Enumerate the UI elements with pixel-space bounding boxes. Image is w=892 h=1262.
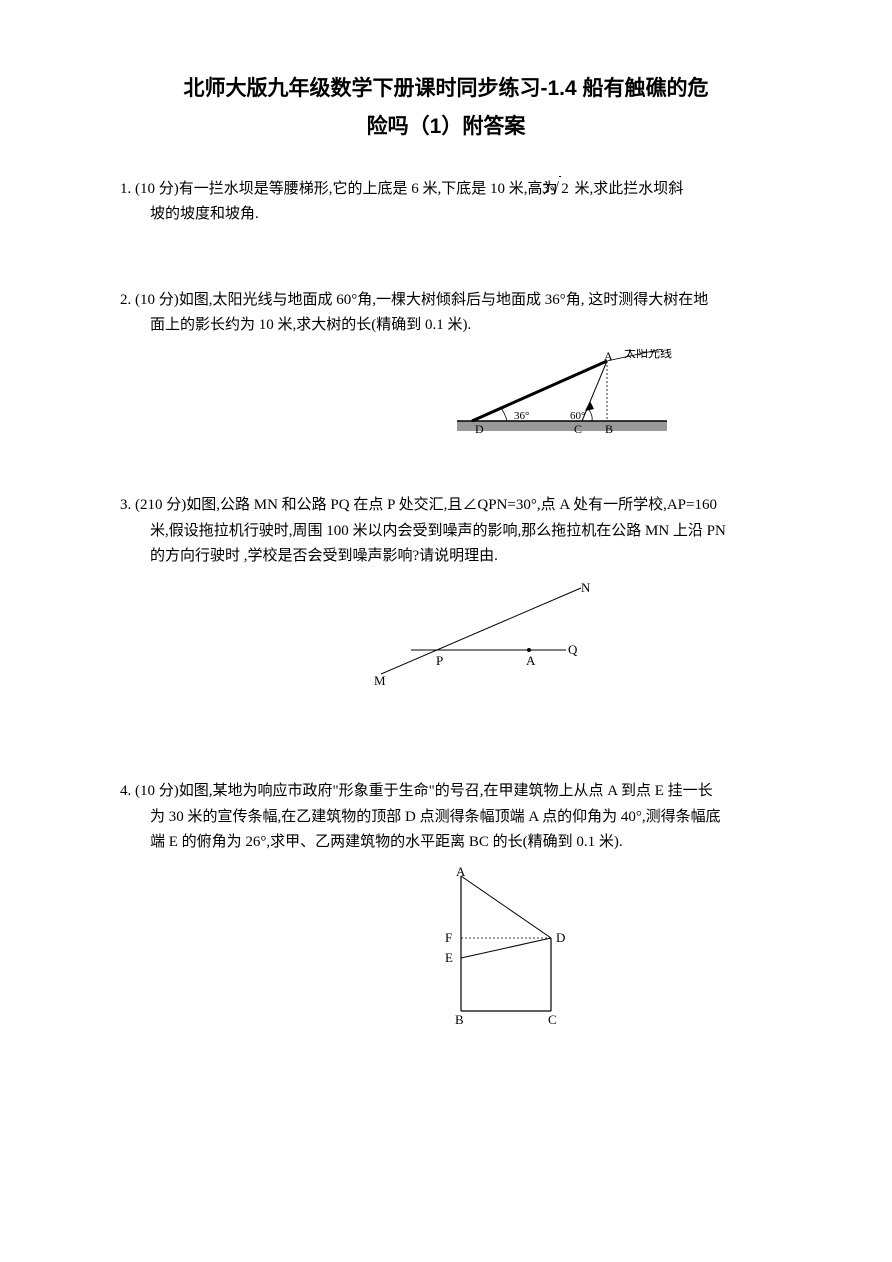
title-line2: 险吗（1）附答案 xyxy=(367,115,526,138)
ground-rect xyxy=(457,421,667,431)
point-A xyxy=(527,648,531,652)
p2-text: 如图,太阳光线与地面成 60°角,一棵大树倾斜后与地面成 36°角, 这时测得大… xyxy=(179,292,709,308)
label-Q: Q xyxy=(568,642,578,657)
angle-36: 36° xyxy=(514,410,529,422)
p3-cont1: 米,假设拖拉机行驶时,周围 100 米以内会受到噪声的影响,那么拖拉机在公路 M… xyxy=(150,523,726,539)
p4-text: 如图,某地为响应市政府"形象重于生命"的号召,在甲建筑物上从点 A 到点 E 挂… xyxy=(179,783,713,799)
label-M: M xyxy=(374,673,386,688)
label-A: A xyxy=(604,349,613,363)
sqrt-value: 3 xyxy=(559,176,561,203)
tree-line xyxy=(472,361,607,421)
label-C: C xyxy=(574,422,582,436)
figure-4: A F E B C D xyxy=(120,866,772,1036)
label-P: P xyxy=(436,653,443,668)
label-A: A xyxy=(456,866,466,879)
label-D: D xyxy=(556,930,565,945)
label-C: C xyxy=(548,1012,557,1026)
sun-label: 太阳光线 xyxy=(624,349,672,360)
figure-3: N M P A Q xyxy=(120,580,772,700)
problem-3: 3. (210 分)如图,公路 MN 和公路 PQ 在点 P 处交汇,且∠QPN… xyxy=(120,493,772,699)
p3-prefix: 3. (210 分) xyxy=(120,497,186,513)
label-D: D xyxy=(475,422,484,436)
label-B: B xyxy=(605,422,613,436)
label-A: A xyxy=(526,653,536,668)
p2-cont: 面上的影长约为 10 米,求大树的长(精确到 0.1 米). xyxy=(150,317,471,333)
title-line1: 北师大版九年级数学下册课时同步练习-1.4 船有触礁的危 xyxy=(183,77,708,100)
p4-cont2: 端 E 的俯角为 26°,求甲、乙两建筑物的水平距离 BC 的长(精确到 0.1… xyxy=(150,834,623,850)
p4-cont1: 为 30 米的宣传条幅,在乙建筑物的顶部 D 点测得条幅顶端 A 点的仰角为 4… xyxy=(150,809,721,825)
p3-cont2: 的方向行驶时 ,学校是否会受到噪声影响?请说明理由. xyxy=(150,548,498,564)
p2-prefix: 2. (10 分) xyxy=(120,292,179,308)
p1-text-after: 米,求此拦水坝斜 xyxy=(571,181,684,197)
p1-cont: 坡的坡度和坡角. xyxy=(150,206,259,222)
arrow-icon xyxy=(585,401,594,411)
label-B: B xyxy=(455,1012,464,1026)
problem-1: 1. (10 分)有一拦水坝是等腰梯形,它的上底是 6 米,下底是 10 米,高… xyxy=(120,176,772,228)
line-MN xyxy=(381,588,581,674)
p1-text: 有一拦水坝是等腰梯形,它的上底是 6 米,下底是 10 米,高为 2 xyxy=(179,181,569,197)
figure-2: 太阳光线 A 36° 60° D C B xyxy=(120,349,772,454)
label-N: N xyxy=(581,580,591,595)
sqrt-symbol: √3 xyxy=(569,176,571,203)
label-F: F xyxy=(445,930,452,945)
label-E: E xyxy=(445,950,453,965)
document-title: 北师大版九年级数学下册课时同步练习-1.4 船有触礁的危 险吗（1）附答案 xyxy=(120,70,772,146)
problem-4: 4. (10 分)如图,某地为响应市政府"形象重于生命"的号召,在甲建筑物上从点… xyxy=(120,779,772,1035)
p4-prefix: 4. (10 分) xyxy=(120,783,179,799)
p1-prefix: 1. (10 分) xyxy=(120,181,179,197)
angle-60: 60° xyxy=(570,410,585,422)
problem-2: 2. (10 分)如图,太阳光线与地面成 60°角,一棵大树倾斜后与地面成 36… xyxy=(120,288,772,454)
p3-text: 如图,公路 MN 和公路 PQ 在点 P 处交汇,且∠QPN=30°,点 A 处… xyxy=(186,497,717,513)
